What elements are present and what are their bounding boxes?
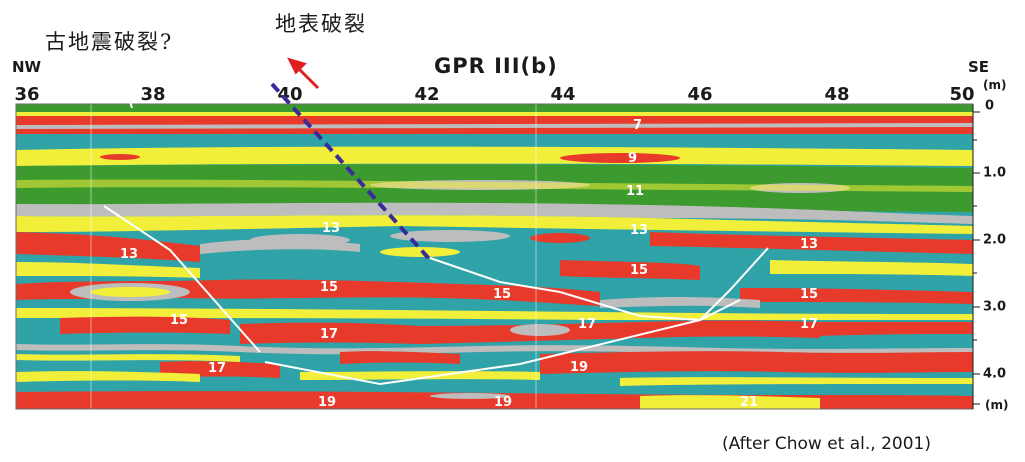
layer-label: 17 (320, 327, 338, 342)
layer-label: 9 (628, 151, 637, 166)
layer-label: 15 (170, 313, 188, 328)
layer-label: 13 (630, 223, 648, 238)
slip-direction-arrow (287, 57, 320, 90)
layer-label: 7 (633, 118, 642, 133)
layer-label: 17 (208, 361, 226, 376)
layer-label: 15 (800, 287, 818, 302)
x-tick-42: 42 (414, 84, 440, 105)
depth-tick-2: 2.0 (983, 232, 1007, 248)
depth-axis-unit: (m) (985, 398, 1009, 412)
layer-label: 15 (320, 280, 338, 295)
layer-label: 11 (626, 184, 644, 199)
depth-tick-4: 4.0 (983, 366, 1007, 382)
profile-title: GPR III(b) (434, 54, 558, 78)
interpreted-traces (103, 49, 769, 386)
direction-se: SE (968, 58, 990, 76)
source-caption: (After Chow et al., 2001) (722, 434, 931, 454)
depth-tick-0: 0 (985, 98, 995, 114)
x-tick-38: 38 (140, 84, 166, 105)
layer-label: 15 (630, 263, 648, 278)
direction-nw: NW (12, 58, 42, 76)
layer-label: 13 (800, 237, 818, 252)
x-tick-36: 36 (14, 84, 40, 105)
layer-label: 19 (318, 395, 336, 410)
x-tick-44: 44 (550, 84, 576, 105)
depth-tick-3: 3.0 (983, 299, 1007, 315)
depth-tick-1: 1.0 (983, 165, 1007, 181)
layer-label: 19 (570, 360, 588, 375)
layer-label: 15 (493, 287, 511, 302)
x-tick-48: 48 (824, 84, 850, 105)
x-tick-50: 50 (949, 84, 975, 105)
layer-label: 13 (120, 247, 138, 262)
x-tick-46: 46 (687, 84, 713, 105)
surface-rupture-fault-line (270, 82, 434, 264)
layer-label: 13 (322, 221, 340, 236)
depth-scale (972, 104, 980, 409)
radargram-layers (16, 104, 973, 409)
paleo-earthquake-rupture-label: 古地震破裂? (45, 30, 174, 54)
layer-label: 19 (494, 395, 512, 410)
layer-label: 17 (578, 317, 596, 332)
x-axis-unit: (m) (983, 78, 1007, 92)
layer-label: 17 (800, 317, 818, 332)
layer-label: 21 (740, 395, 758, 410)
surface-rupture-label: 地表破裂 (275, 12, 367, 36)
